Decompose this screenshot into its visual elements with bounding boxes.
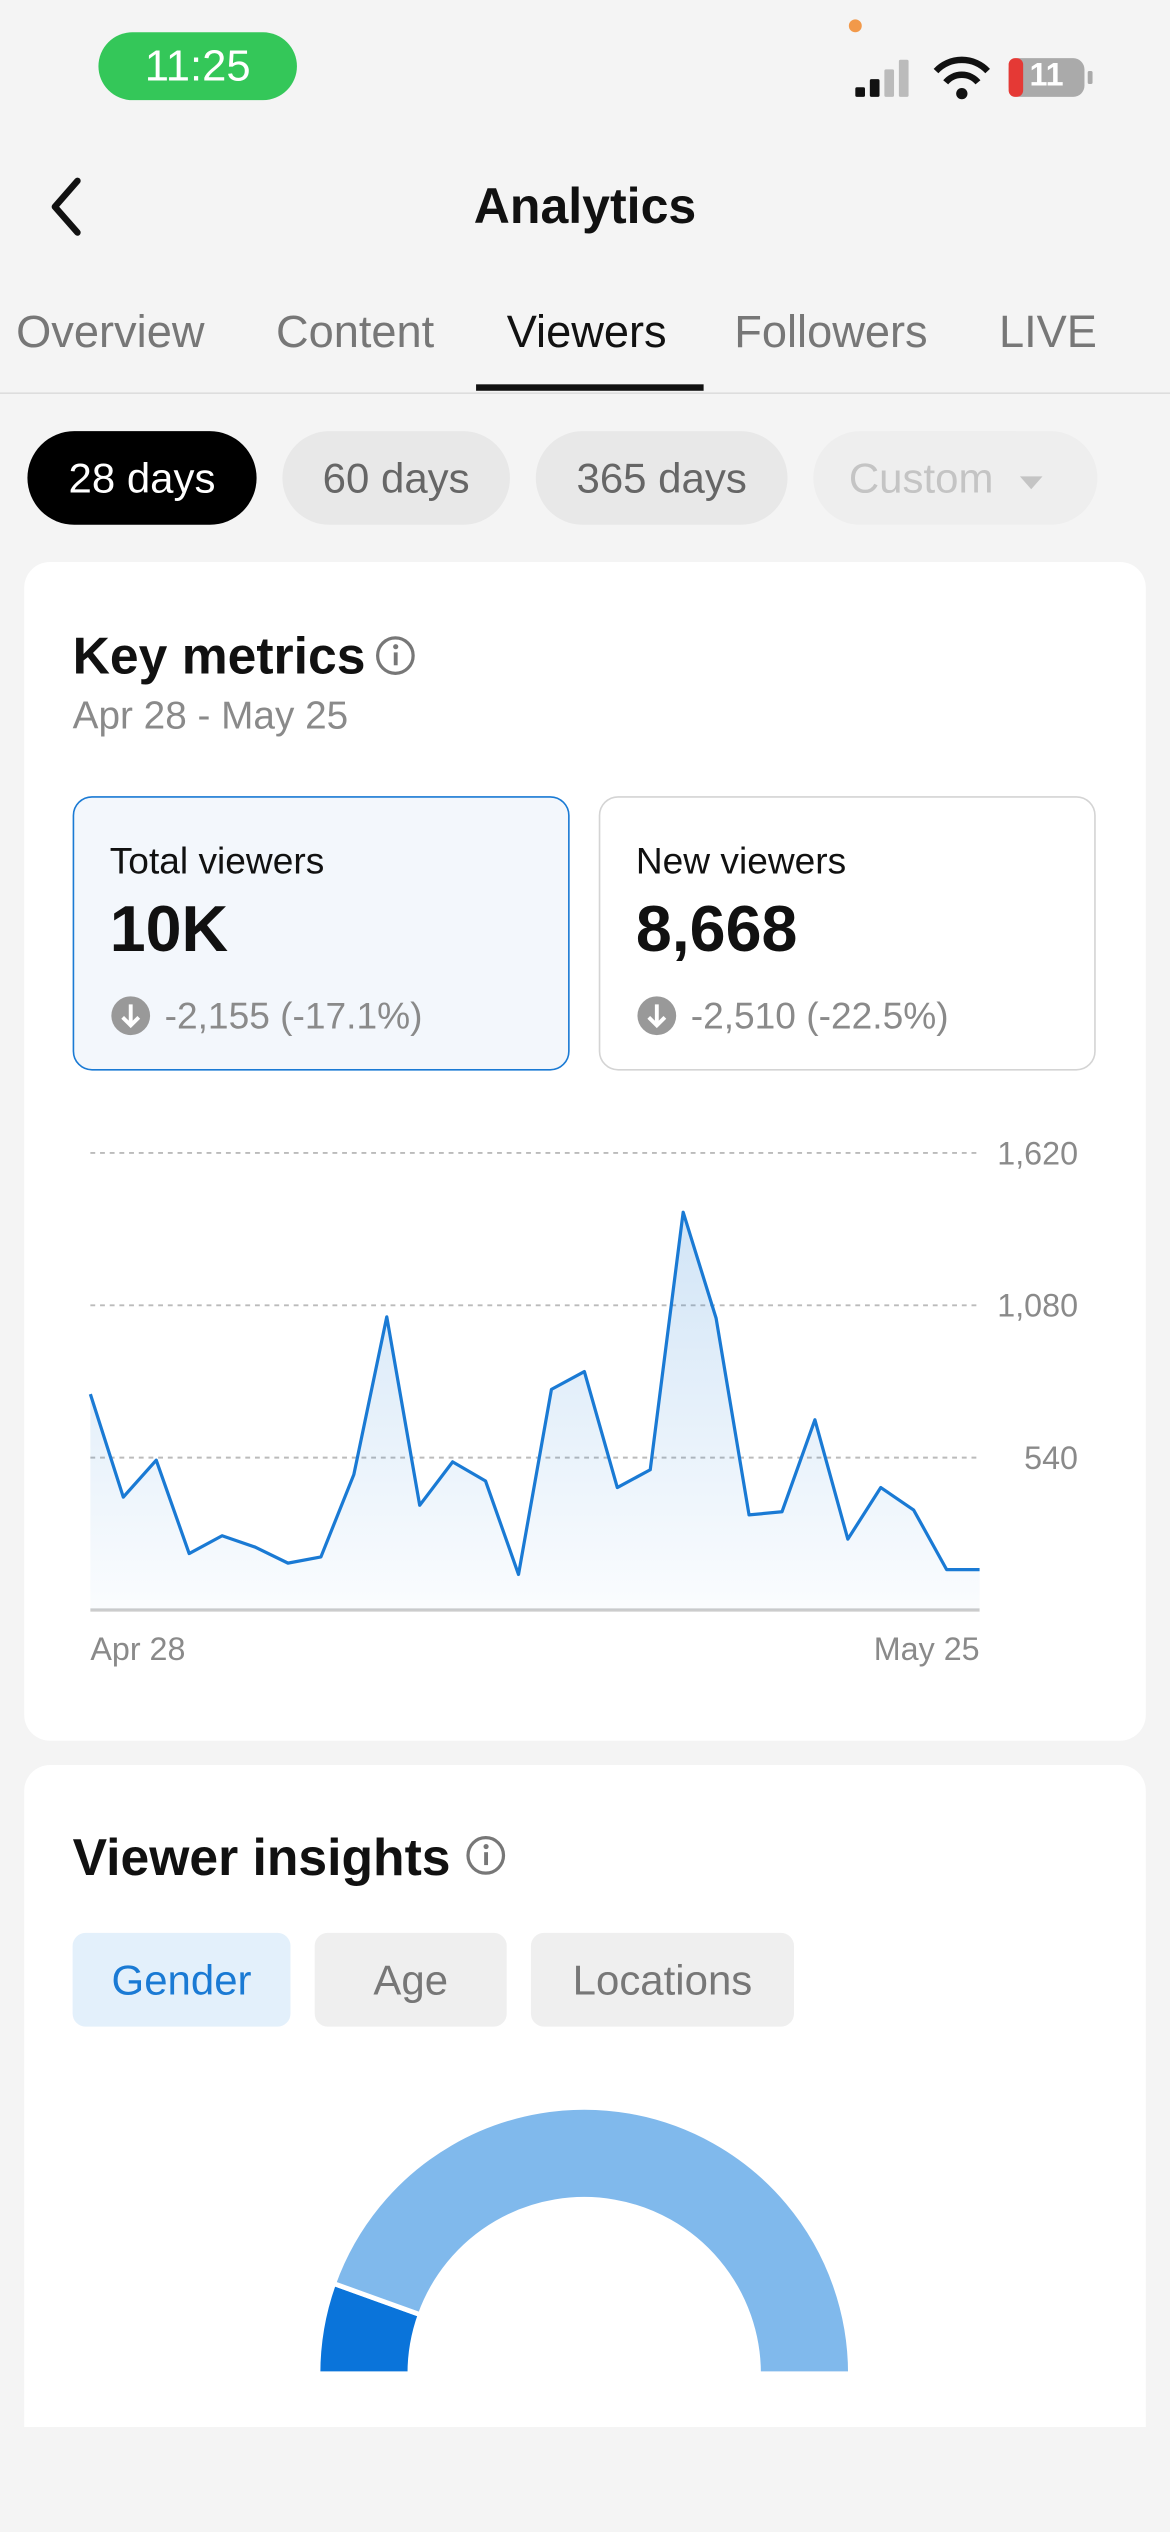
back-button[interactable] <box>42 174 94 239</box>
date-range: Apr 28 - May 25 <box>72 694 349 738</box>
tab[interactable]: LIVE <box>998 306 1097 357</box>
metric-card[interactable]: New viewers 8,668 -2,510 (-22.5%) <box>598 796 1096 1071</box>
y-tick-label: 1,620 <box>997 1135 1078 1171</box>
tab[interactable]: Overview <box>16 306 205 357</box>
metric-value: 10K <box>109 894 229 966</box>
page-title: Analytics <box>473 177 697 235</box>
insight-tab[interactable]: Age <box>314 1932 507 2027</box>
insight-tab-active[interactable]: Gender <box>72 1932 291 2027</box>
insight-tab[interactable]: Locations <box>530 1932 794 2027</box>
x-tick-label: Apr 28 <box>90 1631 185 1667</box>
y-tick-label: 540 <box>1024 1440 1078 1476</box>
x-tick-label: May 25 <box>874 1631 980 1667</box>
period-pill[interactable]: 60 days <box>282 431 510 525</box>
tab[interactable]: Followers <box>734 306 928 357</box>
period-pill[interactable]: 365 days <box>535 431 788 525</box>
area <box>90 1212 980 1610</box>
metric-value: 8,668 <box>635 894 798 966</box>
period-label: Custom <box>848 453 994 503</box>
metric-label: New viewers <box>635 839 847 882</box>
down-icon <box>637 996 677 1036</box>
battery-level: 11 <box>1029 58 1064 94</box>
viewer-insights-card <box>24 1764 1146 2428</box>
tab-active[interactable]: Viewers <box>506 306 667 357</box>
info-icon[interactable] <box>374 635 416 677</box>
tab[interactable]: Content <box>275 306 435 357</box>
dropdown-icon <box>1019 476 1042 490</box>
tab-underline <box>476 384 704 391</box>
metric-card-selected[interactable]: Total viewers 10K -2,155 (-17.1%) <box>72 796 570 1071</box>
info-icon[interactable] <box>465 1834 507 1876</box>
metric-label: Total viewers <box>109 839 325 882</box>
period-pill-active[interactable]: 28 days <box>27 431 257 525</box>
metric-change: -2,510 (-22.5%) <box>690 994 949 1037</box>
status-icons <box>848 19 1093 100</box>
y-tick-label: 1,080 <box>997 1288 1078 1324</box>
donut-segment <box>330 2104 853 2377</box>
time-pill <box>98 32 297 101</box>
section-title: Key metrics <box>72 626 366 685</box>
tab-divider <box>0 392 1170 395</box>
period-pill-custom[interactable]: Custom <box>813 431 1098 525</box>
line <box>88 1210 980 1577</box>
status-time: 11:25 <box>144 41 251 91</box>
metric-change: -2,155 (-17.1%) <box>164 994 423 1037</box>
section-title: Viewer insights <box>72 1827 451 1887</box>
down-icon <box>111 996 151 1036</box>
